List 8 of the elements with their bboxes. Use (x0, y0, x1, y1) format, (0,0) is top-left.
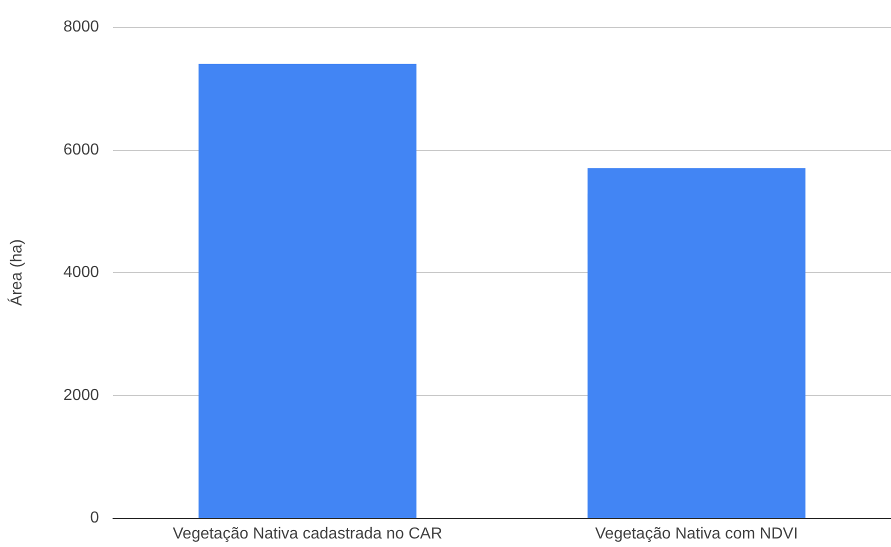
y-tick-label: 6000 (63, 141, 100, 158)
y-tick-label: 8000 (63, 18, 100, 36)
x-tick-label: Vegetação Nativa cadastrada no CAR (172, 526, 442, 542)
y-tick-label: 2000 (63, 386, 100, 404)
y-axis-title: Área (ha) (8, 239, 26, 306)
y-tick-label: 0 (90, 510, 100, 526)
y-tick-label: 4000 (63, 264, 100, 281)
x-tick-label: Vegetação Nativa com NDVI (595, 526, 798, 542)
